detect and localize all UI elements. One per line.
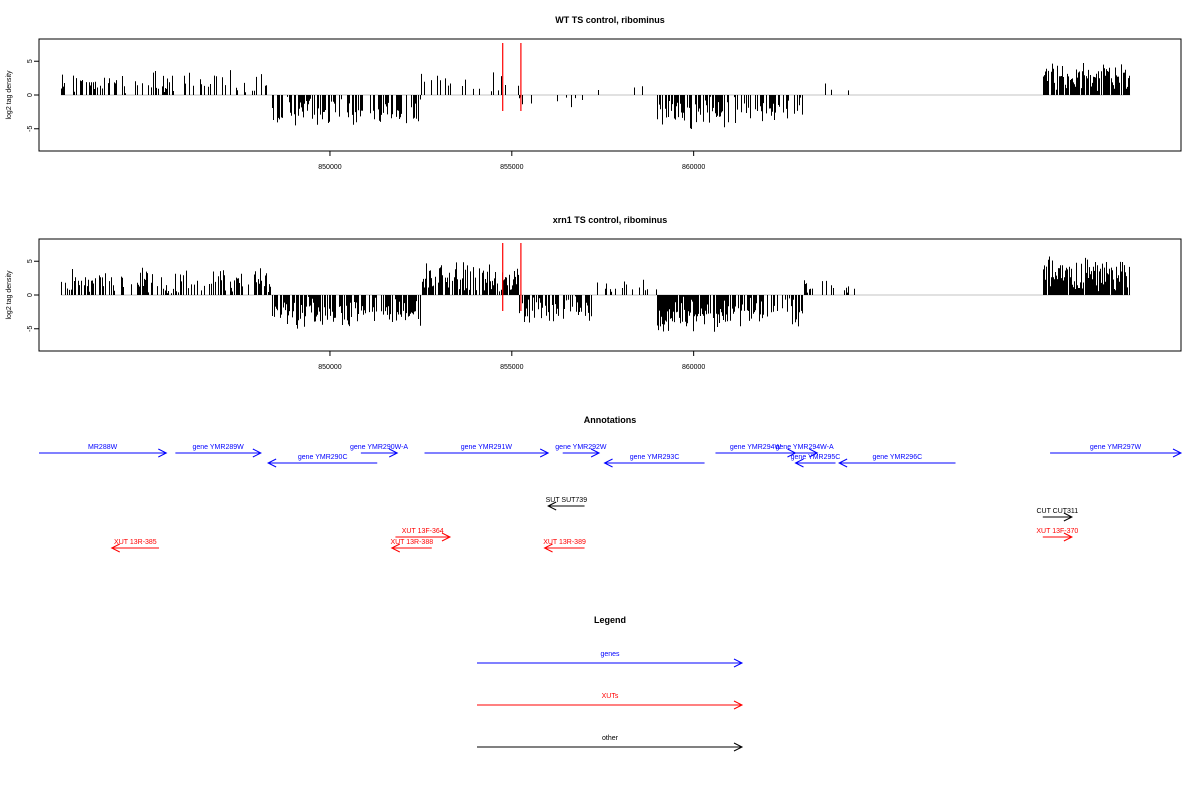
legend-label: XUTs <box>602 693 619 700</box>
panel-title: xrn1 TS control, ribominus <box>553 215 668 225</box>
feature-label: XUT 13F-370 <box>1036 528 1078 535</box>
annotations-title: Annotations <box>584 415 637 425</box>
y-tick-label: -5 <box>27 126 34 132</box>
y-tick-label: 5 <box>27 259 34 263</box>
feature-xuts: XUT 13R-389 <box>543 539 586 553</box>
feature-xuts: XUT 13F-370 <box>1036 528 1078 542</box>
feature-label: CUT CUT311 <box>1036 508 1078 515</box>
legend-item-other: other <box>477 735 744 752</box>
x-tick-label: 860000 <box>682 364 705 371</box>
feature-arrow-head <box>1172 448 1183 458</box>
feature-other: CUT CUT311 <box>1036 508 1078 522</box>
feature-genes: gene YMR295C <box>791 454 841 468</box>
feature-arrow-head <box>110 543 120 553</box>
annotations-panel: Annotations MR288W gene YMR289W gene YMR29… <box>39 415 1183 553</box>
feature-arrow-head <box>158 448 168 458</box>
feature-arrow-head <box>543 543 553 553</box>
feature-arrow-head <box>733 658 744 668</box>
y-axis-label: log2 tag density <box>6 70 13 120</box>
x-tick-label: 850000 <box>318 364 341 371</box>
feature-arrow-head <box>252 448 262 458</box>
feature-label: gene YMR291W <box>461 444 513 451</box>
density-bar-path <box>61 256 1130 332</box>
y-axis: -5 0 5 <box>27 259 39 332</box>
feature-arrow-head <box>1063 512 1074 522</box>
feature-label: gene YMR294W-A <box>776 444 834 451</box>
legend-items: genes XUTs other <box>477 651 744 752</box>
y-axis: -5 0 5 <box>27 59 39 132</box>
feature-label: XUT 13R-389 <box>543 539 586 546</box>
feature-arrow-head <box>389 448 399 458</box>
feature-label: XUT 13R-388 <box>390 539 433 546</box>
feature-arrow-head <box>441 532 452 542</box>
feature-arrow-head <box>547 501 557 511</box>
x-tick-label: 855000 <box>500 164 523 171</box>
feature-xuts: XUT 13R-385 <box>110 539 160 553</box>
feature-arrow-head <box>838 458 848 468</box>
feature-label: SUT SUT739 <box>546 497 588 504</box>
feature-genes: gene YMR290C <box>267 454 378 468</box>
feature-genes: gene YMR297W <box>1050 444 1183 458</box>
density-bar-path <box>61 63 1130 129</box>
density-bars <box>60 63 1131 129</box>
legend-item-genes: genes <box>477 651 744 668</box>
feature-label: gene YMR290W-A <box>350 444 408 451</box>
feature-arrow-head <box>1063 532 1074 542</box>
feature-label: XUT 13F-364 <box>402 528 444 535</box>
x-tick-label: 855000 <box>500 364 523 371</box>
legend-item-xuts: XUTs <box>477 693 744 710</box>
feature-genes: MR288W <box>39 444 168 458</box>
y-tick-label: 5 <box>27 59 34 63</box>
feature-arrow-head <box>539 448 550 458</box>
panel-wt: WT TS control, ribominus log2 tag densit… <box>6 15 1182 171</box>
density-bars <box>60 256 1131 332</box>
feature-arrow-head <box>733 742 744 752</box>
legend-title: Legend <box>594 615 626 625</box>
feature-xuts: XUT 13F-364 <box>395 528 452 542</box>
x-tick-label: 860000 <box>682 164 705 171</box>
feature-arrow-head <box>603 458 613 468</box>
feature-label: MR288W <box>88 444 118 451</box>
marker-lines <box>502 43 522 111</box>
feature-label: gene YMR290C <box>298 454 348 461</box>
panel-xrn1: xrn1 TS control, ribominus log2 tag dens… <box>6 215 1182 371</box>
feature-label: gene YMR295C <box>791 454 841 461</box>
legend-panel: Legend genes XUTs other <box>477 615 744 752</box>
feature-arrow-head <box>733 700 744 710</box>
feature-arrow-head <box>590 448 601 458</box>
y-axis-label: log2 tag density <box>6 270 13 320</box>
feature-arrow-head <box>809 448 819 458</box>
x-tick-label: 850000 <box>318 164 341 171</box>
feature-genes: gene YMR293C <box>603 454 705 468</box>
marker-lines <box>502 243 522 311</box>
feature-genes: gene YMR296C <box>838 454 956 468</box>
feature-label: gene YMR293C <box>630 454 680 461</box>
feature-label: gene YMR289W <box>193 444 245 451</box>
y-tick-label: 0 <box>27 293 34 297</box>
feature-label: gene YMR296C <box>872 454 922 461</box>
feature-label: gene YMR297W <box>1090 444 1142 451</box>
feature-xuts: XUT 13R-388 <box>390 539 433 553</box>
x-axis: 850000 855000 860000 <box>318 351 705 371</box>
panel-title: WT TS control, ribominus <box>555 15 665 25</box>
feature-label: gene YMR294W <box>730 444 782 451</box>
x-axis: 850000 855000 860000 <box>318 151 705 171</box>
legend-label: genes <box>600 651 620 658</box>
feature-genes: gene YMR294W-A <box>776 444 834 458</box>
feature-genes: gene YMR289W <box>175 444 262 458</box>
feature-label: XUT 13R-385 <box>114 539 157 546</box>
feature-arrow-head <box>390 543 401 553</box>
feature-genes: gene YMR291W <box>424 444 550 458</box>
y-tick-label: -5 <box>27 326 34 332</box>
feature-genes: gene YMR290W-A <box>350 444 408 458</box>
legend-label: other <box>602 735 619 742</box>
feature-other: SUT SUT739 <box>546 497 588 511</box>
feature-genes: gene YMR292W <box>555 444 607 458</box>
y-tick-label: 0 <box>27 93 34 97</box>
feature-arrow-head <box>794 458 804 468</box>
feature-arrow-head <box>267 458 277 468</box>
feature-label: gene YMR292W <box>555 444 607 451</box>
